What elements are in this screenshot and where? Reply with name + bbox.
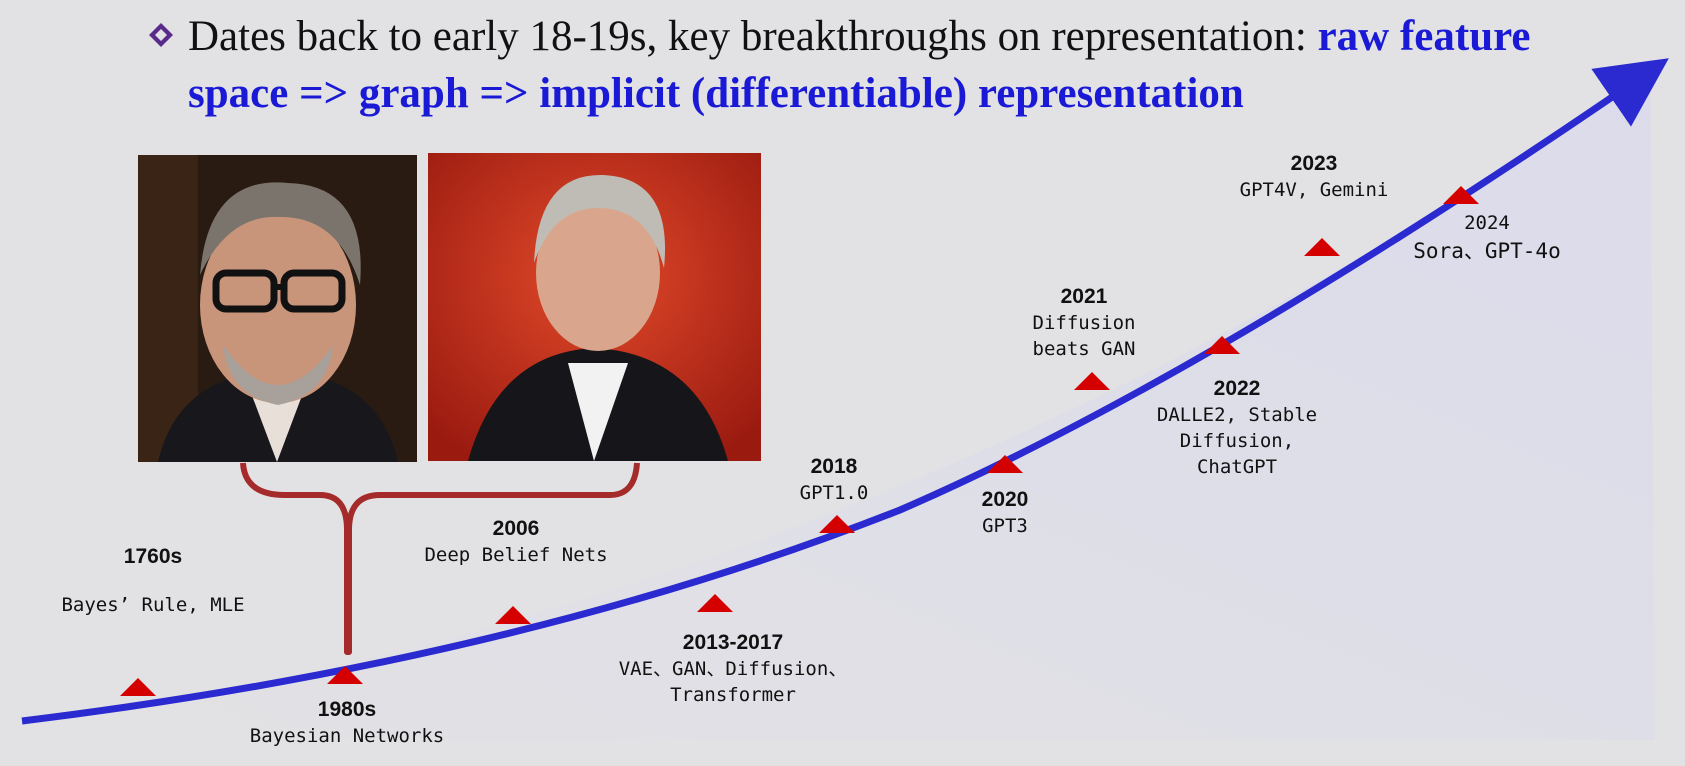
headline-line-1: Dates back to early 18-19s, key breakthr… [188, 13, 1531, 60]
portrait-photo-left [138, 155, 417, 462]
marker-2020 [987, 455, 1023, 473]
label-2021: 2021 Diffusion beats GAN [1032, 285, 1136, 360]
marker-2022 [1204, 336, 1240, 354]
label-2024: 2024 Sora、GPT-4o [1413, 212, 1561, 263]
marker-2018 [819, 515, 855, 533]
label-2013-2017: 2013-2017 VAE、GAN、Diffusion、 Transformer [618, 631, 848, 706]
label-2023: 2023 GPT4V, Gemini [1239, 152, 1389, 201]
label-1760s: 1760s Bayes’ Rule, MLE [61, 545, 245, 616]
label-2006: 2006 Deep Belief Nets [424, 517, 608, 566]
timeline-curve [21, 58, 1669, 725]
label-2022: 2022 DALLE2, Stable Diffusion, ChatGPT [1156, 377, 1318, 478]
marker-2013-2017 [697, 594, 733, 612]
label-2020: 2020 GPT3 [981, 488, 1029, 537]
marker-2024 [1443, 186, 1479, 204]
label-2018: 2018 GPT1.0 [799, 455, 869, 504]
diamond-bullet-icon [149, 23, 173, 47]
brace-connector [240, 462, 640, 655]
marker-1980s [327, 666, 363, 684]
headline-line-2: space => graph => implicit (differentiab… [188, 70, 1244, 117]
marker-2023 [1304, 238, 1340, 256]
marker-2021 [1074, 372, 1110, 390]
marker-1760s [120, 678, 156, 696]
marker-2006 [495, 606, 531, 624]
label-1980s: 1980s Bayesian Networks [249, 698, 445, 747]
portrait-photo-right [428, 153, 761, 461]
